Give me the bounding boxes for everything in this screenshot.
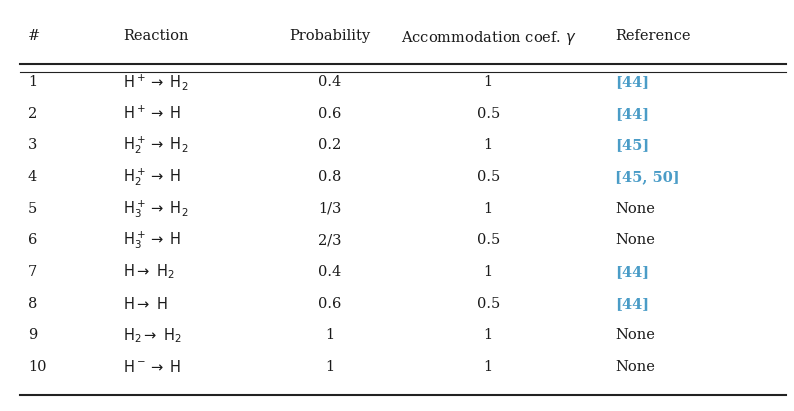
Text: None: None (615, 233, 655, 247)
Text: 1: 1 (484, 202, 493, 216)
Text: $\mathrm{H_2^+ \rightarrow \ H_2}$: $\mathrm{H_2^+ \rightarrow \ H_2}$ (123, 134, 188, 157)
Text: 1: 1 (484, 139, 493, 152)
Text: None: None (615, 328, 655, 342)
Text: 1: 1 (484, 360, 493, 374)
Text: 1: 1 (325, 328, 334, 342)
Text: $\mathrm{H^- \rightarrow \ H}$: $\mathrm{H^- \rightarrow \ H}$ (123, 359, 182, 375)
Text: $\mathrm{H \rightarrow \ H_2}$: $\mathrm{H \rightarrow \ H_2}$ (123, 263, 175, 282)
Text: 2/3: 2/3 (318, 233, 341, 247)
Text: 1: 1 (484, 265, 493, 279)
Text: Accommodation coef. $\gamma$: Accommodation coef. $\gamma$ (400, 29, 576, 47)
Text: 5: 5 (28, 202, 37, 216)
Text: 10: 10 (28, 360, 46, 374)
Text: 1: 1 (28, 75, 37, 89)
Text: [44]: [44] (615, 265, 649, 279)
Text: $\mathrm{H_2 \rightarrow \ H_2}$: $\mathrm{H_2 \rightarrow \ H_2}$ (123, 326, 183, 345)
Text: $\mathrm{H^+ \rightarrow \ H}$: $\mathrm{H^+ \rightarrow \ H}$ (123, 105, 182, 122)
Text: 0.5: 0.5 (476, 297, 500, 311)
Text: [44]: [44] (615, 297, 649, 311)
Text: 8: 8 (28, 297, 37, 311)
Text: Reaction: Reaction (123, 29, 188, 43)
Text: $\mathrm{H_3^+ \rightarrow \ H_2}$: $\mathrm{H_3^+ \rightarrow \ H_2}$ (123, 198, 188, 220)
Text: None: None (615, 202, 655, 216)
Text: $\mathrm{H^+ \rightarrow \ H_2}$: $\mathrm{H^+ \rightarrow \ H_2}$ (123, 72, 188, 92)
Text: 0.4: 0.4 (318, 75, 341, 89)
Text: 2: 2 (28, 107, 37, 121)
Text: [44]: [44] (615, 107, 649, 121)
Text: None: None (615, 360, 655, 374)
Text: 0.5: 0.5 (476, 170, 500, 184)
Text: $\mathrm{H \rightarrow \ H}$: $\mathrm{H \rightarrow \ H}$ (123, 296, 168, 312)
Text: [45, 50]: [45, 50] (615, 170, 680, 184)
Text: Reference: Reference (615, 29, 691, 43)
Text: 3: 3 (28, 139, 37, 152)
Text: 1: 1 (484, 75, 493, 89)
Text: 0.5: 0.5 (476, 233, 500, 247)
Text: #: # (28, 29, 40, 43)
Text: [45]: [45] (615, 139, 649, 152)
Text: Probability: Probability (289, 29, 370, 43)
Text: 6: 6 (28, 233, 37, 247)
Text: 9: 9 (28, 328, 37, 342)
Text: 0.6: 0.6 (318, 297, 341, 311)
Text: 1: 1 (325, 360, 334, 374)
Text: 0.2: 0.2 (318, 139, 341, 152)
Text: [44]: [44] (615, 75, 649, 89)
Text: 7: 7 (28, 265, 37, 279)
Text: 0.4: 0.4 (318, 265, 341, 279)
Text: 0.5: 0.5 (476, 107, 500, 121)
Text: 1: 1 (484, 328, 493, 342)
Text: $\mathrm{H_3^+ \rightarrow \ H}$: $\mathrm{H_3^+ \rightarrow \ H}$ (123, 229, 182, 252)
Text: 0.6: 0.6 (318, 107, 341, 121)
Text: $\mathrm{H_2^+ \rightarrow \ H}$: $\mathrm{H_2^+ \rightarrow \ H}$ (123, 166, 182, 188)
Text: 1/3: 1/3 (318, 202, 341, 216)
Text: 4: 4 (28, 170, 37, 184)
Text: 0.8: 0.8 (318, 170, 341, 184)
